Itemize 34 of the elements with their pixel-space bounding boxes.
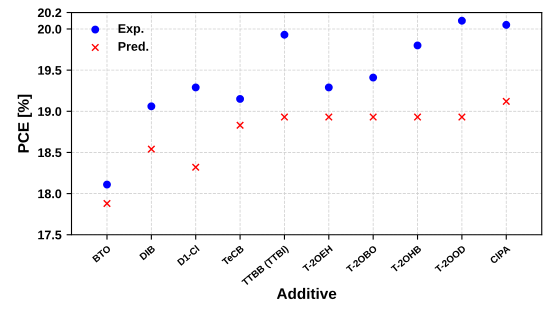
y-tick-label: 19.0 [38, 107, 62, 116]
point [192, 163, 200, 172]
y-tick-label: 18.0 [38, 189, 62, 198]
point [458, 113, 466, 122]
point [103, 180, 111, 188]
point [236, 94, 244, 103]
point [147, 145, 156, 154]
y-tick-label: 17.5 [38, 230, 62, 240]
point [414, 41, 422, 50]
point [414, 113, 422, 122]
point [103, 200, 111, 208]
point [369, 74, 378, 82]
y-tick-label: 20.0 [38, 24, 62, 34]
point [502, 97, 510, 106]
point [280, 113, 288, 122]
point [324, 113, 333, 122]
point [147, 102, 156, 110]
point [458, 16, 466, 25]
legend-label: Pred. [118, 42, 148, 51]
point [236, 121, 244, 130]
x-tick-label: BTO [92, 244, 112, 263]
y-tick-label: 19.5 [38, 66, 62, 75]
y-axis-title: PCE [%] [18, 94, 32, 152]
x-tick-label: ClPA [489, 244, 511, 264]
point [502, 20, 510, 29]
y-tick-label: 20.2 [38, 8, 62, 18]
point [324, 83, 333, 92]
point [280, 30, 288, 39]
point [369, 113, 378, 122]
point [192, 83, 200, 92]
legend-label: Exp. [118, 24, 144, 36]
x-axis-title: Additive [276, 288, 336, 300]
y-tick-label: 18.5 [38, 148, 62, 158]
x-tick-label: DIB [139, 245, 156, 260]
